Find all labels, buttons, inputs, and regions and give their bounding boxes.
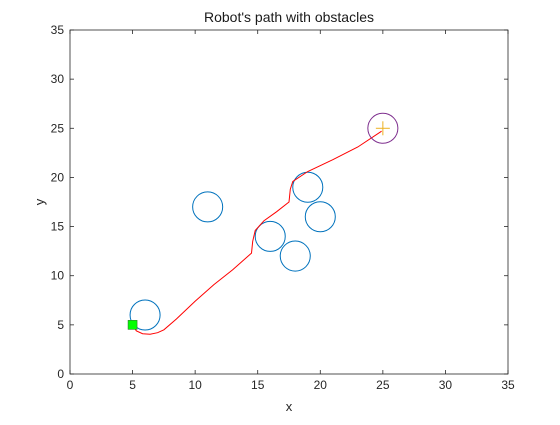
obstacle-circle [292, 171, 324, 203]
y-tick-label: 15 [51, 220, 65, 234]
x-tick-label: 15 [251, 378, 265, 392]
obstacle-circle [129, 299, 161, 331]
y-axis-label: y [32, 198, 47, 205]
robot-path-line [132, 130, 382, 335]
obstacle-circle [304, 201, 336, 233]
y-tick-label: 35 [51, 23, 65, 37]
x-axis-label: x [286, 399, 293, 414]
axes-box [69, 29, 509, 375]
x-tick-label: 5 [129, 378, 136, 392]
y-tick-label: 25 [51, 121, 65, 135]
obstacle-circle [279, 240, 311, 272]
x-tick-label: 25 [376, 378, 390, 392]
plot-marks: 0 5 10 15 20 25 30 35 0 5 10 15 20 25 30 35 [51, 23, 515, 392]
x-tick-label: 20 [314, 378, 328, 392]
chart-title: Robot's path with obstacles [204, 9, 374, 25]
y-tick-label: 10 [51, 269, 65, 283]
x-tick-label: 0 [67, 378, 74, 392]
y-tick-label: 30 [51, 72, 65, 86]
x-tick-label: 10 [188, 378, 202, 392]
goal-circle [367, 112, 399, 144]
start-marker [127, 320, 138, 330]
y-tick-label: 0 [57, 367, 64, 381]
x-tick-label: 35 [501, 378, 515, 392]
y-tick-label: 20 [51, 170, 65, 184]
obstacle-circle [254, 220, 286, 252]
x-tick-label: 30 [439, 378, 453, 392]
obstacle-circle [192, 191, 224, 223]
y-tick-label: 5 [57, 318, 64, 332]
